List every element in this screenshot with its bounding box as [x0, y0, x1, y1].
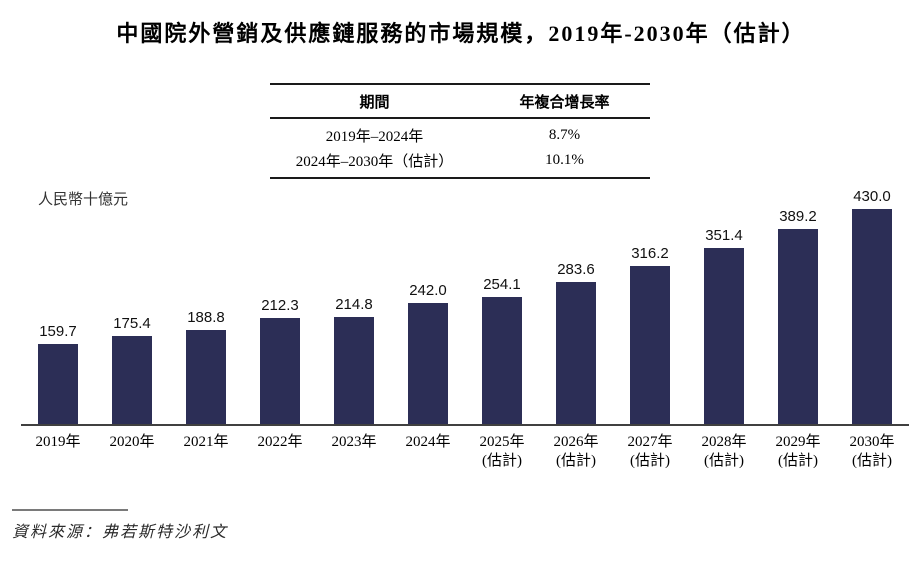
cagr-table: 期間 年複合增長率 2019年–2024年 8.7% 2024年–2030年（估… [270, 83, 650, 179]
table-row: 2019年–2024年 8.7% [270, 118, 650, 148]
bar-slot: 283.6 [539, 261, 613, 424]
source-divider-line [12, 509, 128, 511]
y-axis-unit-label: 人民幣十億元 [38, 192, 129, 208]
bar-slot: 430.0 [835, 188, 909, 424]
x-axis-estimate-note: (估計) [704, 452, 744, 469]
period-column-header: 期間 [270, 84, 479, 119]
x-axis-estimate-note: (估計) [630, 452, 670, 469]
bar-slot: 389.2 [761, 208, 835, 424]
x-axis-estimate-note: (估計) [852, 452, 892, 469]
bar-value-label: 389.2 [779, 208, 817, 226]
bar-value-label: 351.4 [705, 227, 743, 245]
x-axis-tick-label: 2029年 (估計) [761, 433, 835, 471]
x-axis-year: 2029年 [775, 434, 821, 450]
x-axis-labels: 2019年 2020年 2021年 2022年 2023年 2024年 2025年 (估計) 2… [21, 433, 909, 471]
x-axis-year: 2025年 [479, 434, 525, 450]
period-cell: 2019年–2024年 [325, 129, 424, 145]
x-axis-tick-label: 2025年 (估計) [465, 433, 539, 471]
bar [112, 336, 152, 424]
x-axis-year: 2022年 [257, 434, 303, 450]
x-axis-tick-label: 2028年 (估計) [687, 433, 761, 471]
bar-value-label: 283.6 [557, 261, 595, 279]
bar [260, 317, 300, 424]
bar [38, 344, 78, 424]
bar [852, 209, 892, 424]
period-cell: 2024年–2030年（估計） [295, 154, 454, 170]
x-axis-year: 2027年 [627, 434, 673, 450]
bar-value-label: 188.8 [187, 308, 225, 326]
x-axis-tick-label: 2021年 [169, 433, 243, 471]
x-axis-tick-label: 2023年 [317, 433, 391, 471]
x-axis-tick-label: 2019年 [21, 433, 95, 471]
chart-title: 中國院外營銷及供應鏈服務的市場規模，2019年-2030年（估計） [116, 21, 806, 46]
x-axis-year: 2020年 [109, 434, 155, 450]
bar-slot: 188.8 [169, 309, 243, 424]
x-axis-tick-label: 2022年 [243, 433, 317, 471]
table-row: 2024年–2030年（估計） 10.1% [270, 148, 650, 178]
bar-value-label: 175.4 [113, 315, 151, 333]
bar-value-label: 214.8 [335, 295, 373, 313]
bar-value-label: 159.7 [39, 323, 77, 341]
bar [186, 329, 226, 424]
x-axis-year: 2021年 [183, 434, 229, 450]
bar-value-label: 316.2 [631, 244, 669, 262]
x-axis-year: 2024年 [405, 434, 451, 450]
bar-slot: 159.7 [21, 323, 95, 424]
bar [334, 316, 374, 424]
x-axis-estimate-note: (估計) [556, 452, 596, 469]
x-axis-estimate-note: (估計) [778, 452, 818, 469]
x-axis-year: 2030年 [849, 434, 895, 450]
cagr-cell: 8.7% [548, 127, 581, 143]
bar-value-label: 212.3 [261, 296, 299, 314]
x-axis-year: 2026年 [553, 434, 599, 450]
bar [482, 296, 522, 424]
bar-value-label: 430.0 [853, 188, 891, 205]
x-axis-year: 2028年 [701, 434, 747, 450]
bar [408, 303, 448, 424]
bar-chart-plot-area: 159.7 175.4 188.8 212.3 214.8 242.0 254.1 283.6… [21, 188, 909, 426]
bar-slot: 175.4 [95, 315, 169, 424]
bar-slot: 214.8 [317, 296, 391, 424]
bar-slot: 212.3 [243, 297, 317, 424]
cagr-table-header-row: 期間 年複合增長率 [270, 84, 650, 119]
x-axis-tick-label: 2020年 [95, 433, 169, 471]
source-note: 資料來源：弗若斯特沙利文 [12, 524, 229, 541]
bar-slot: 316.2 [613, 245, 687, 424]
x-axis-year: 2023年 [331, 434, 377, 450]
x-axis-tick-label: 2027年 (估計) [613, 433, 687, 471]
bar [630, 265, 670, 424]
bar [704, 248, 744, 424]
bar-slot: 351.4 [687, 227, 761, 424]
bar-slot: 242.0 [391, 282, 465, 424]
x-axis-year: 2019年 [35, 434, 81, 450]
cagr-cell: 10.1% [545, 152, 584, 168]
x-axis-tick-label: 2026年 (估計) [539, 433, 613, 471]
x-axis-tick-label: 2024年 [391, 433, 465, 471]
x-axis-estimate-note: (估計) [482, 452, 522, 469]
cagr-column-header: 年複合增長率 [479, 84, 650, 119]
bar-slot: 254.1 [465, 276, 539, 424]
bar [556, 282, 596, 424]
x-axis-tick-label: 2030年 (估計) [835, 433, 909, 471]
bar [778, 229, 818, 424]
bar-value-label: 242.0 [409, 282, 447, 299]
bar-value-label: 254.1 [483, 275, 521, 293]
